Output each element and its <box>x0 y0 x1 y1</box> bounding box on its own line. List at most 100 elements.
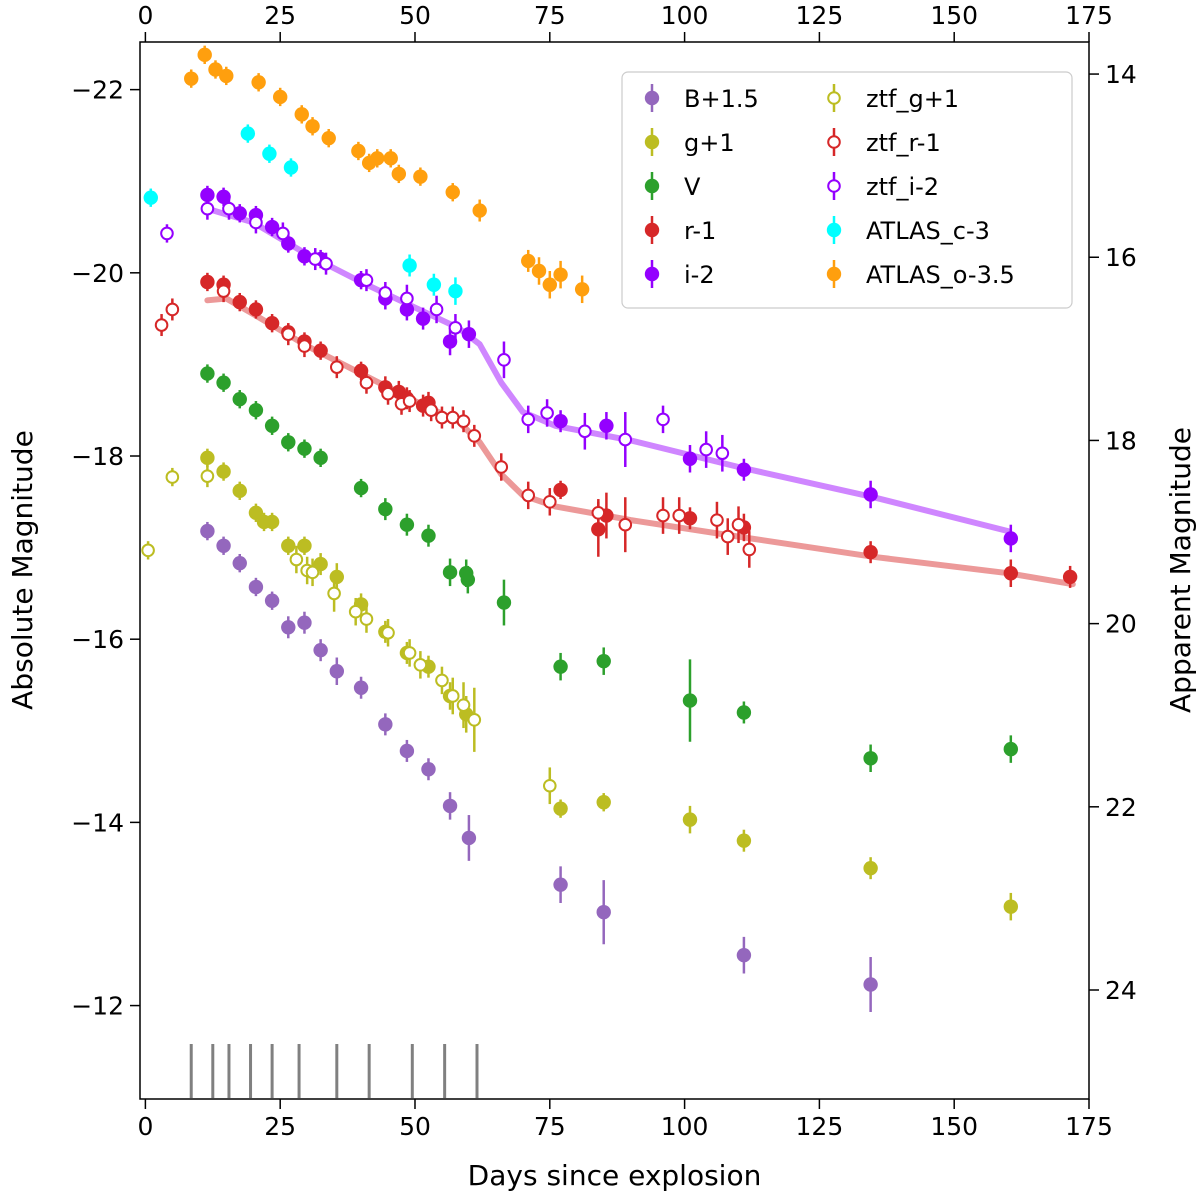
data-point <box>442 798 458 814</box>
data-point <box>222 201 236 216</box>
data-point <box>381 386 395 401</box>
data-point <box>736 947 752 963</box>
data-point <box>208 62 223 77</box>
legend-marker <box>644 134 660 150</box>
data-point <box>1003 899 1019 914</box>
data-point <box>370 151 385 166</box>
legend-label: i-2 <box>684 261 715 289</box>
data-point <box>448 283 463 299</box>
legend-label: ztf_g+1 <box>866 85 959 113</box>
x-axis-label: Days since explosion <box>468 1159 762 1192</box>
x-tick-label-top: 50 <box>399 1 431 30</box>
data-point <box>297 615 312 630</box>
data-point <box>467 429 482 443</box>
data-point <box>281 435 296 450</box>
data-point <box>313 642 328 658</box>
data-point <box>297 249 312 264</box>
data-point <box>200 523 215 539</box>
legend-label: V <box>684 173 701 201</box>
data-point <box>618 517 633 532</box>
data-point <box>200 469 215 483</box>
data-point <box>672 508 687 523</box>
data-point <box>378 717 393 732</box>
data-point <box>200 201 215 216</box>
data-point <box>289 552 304 567</box>
data-point <box>402 394 417 408</box>
data-point <box>216 538 231 553</box>
data-point <box>160 226 174 241</box>
data-point <box>553 267 568 282</box>
plot-frame <box>139 41 1090 1100</box>
data-point <box>297 441 312 456</box>
legend-marker <box>644 266 660 282</box>
data-point <box>461 830 477 846</box>
data-point <box>184 71 199 86</box>
data-point <box>219 68 234 84</box>
x-tick-label-top: 100 <box>661 1 709 30</box>
legend-box <box>621 71 1073 309</box>
legend-marker <box>644 222 660 238</box>
data-points <box>141 45 1078 1012</box>
data-point <box>200 450 215 466</box>
data-point <box>553 482 568 498</box>
data-point <box>682 693 698 708</box>
data-point <box>272 89 288 105</box>
legend: B+1.5 g+1 Vr-1 i-2 ztf_g+1 ztf_r-1 ztf_i-2 ATLA… <box>621 71 1073 309</box>
data-point <box>448 320 463 335</box>
data-point <box>402 646 417 660</box>
x-tick-label-bottom: 50 <box>399 1112 431 1141</box>
x-tick-label-top: 25 <box>264 1 296 30</box>
legend-label: g+1 <box>684 129 735 157</box>
legend-marker <box>826 266 842 282</box>
data-point <box>359 273 374 287</box>
data-point <box>467 712 482 727</box>
data-point <box>248 302 264 317</box>
x-tick-label-bottom: 0 <box>137 1112 153 1141</box>
data-point <box>591 505 606 520</box>
data-point <box>264 418 280 433</box>
x-tick-label-bottom: 75 <box>534 1112 566 1141</box>
data-point <box>413 169 428 184</box>
data-point <box>472 203 487 218</box>
data-point <box>297 339 312 353</box>
data-point <box>281 538 296 553</box>
data-point <box>1003 741 1019 757</box>
data-point <box>216 189 231 204</box>
data-point <box>154 318 169 332</box>
data-point <box>863 977 878 992</box>
data-point <box>497 353 511 367</box>
data-point <box>216 464 231 479</box>
x-tick-label-bottom: 150 <box>930 1112 978 1141</box>
legend-label: ztf_i-2 <box>866 173 939 201</box>
data-point <box>521 488 536 503</box>
data-point <box>424 403 438 418</box>
data-point <box>313 343 328 358</box>
data-point <box>442 334 458 349</box>
x-tick-label-top: 75 <box>534 1 566 30</box>
data-point <box>863 544 878 560</box>
data-point <box>421 528 436 543</box>
data-point <box>591 522 606 537</box>
data-point <box>391 166 407 182</box>
y-tick-label-left: −12 <box>71 992 124 1021</box>
data-point <box>682 812 698 827</box>
data-point <box>540 406 554 420</box>
data-point <box>699 442 713 457</box>
data-point <box>400 291 414 306</box>
data-point <box>682 511 698 526</box>
data-point <box>329 569 345 585</box>
data-point <box>305 119 320 134</box>
data-point <box>494 460 509 474</box>
data-point <box>656 412 670 427</box>
x-tick-label-bottom: 175 <box>1065 1112 1113 1141</box>
y-tick-label-left: −20 <box>71 259 124 288</box>
data-point <box>429 302 444 317</box>
legend-marker <box>826 222 842 238</box>
data-point <box>445 185 460 200</box>
axis-ticks: 0 0 25 25 50 50 75 75 100 100 125 125 150 150 175 175 −2… <box>71 1 1137 1141</box>
data-point <box>251 75 266 90</box>
data-point <box>319 256 333 271</box>
data-point <box>200 366 215 381</box>
x-tick-label-top: 150 <box>930 1 978 30</box>
data-point <box>216 375 231 390</box>
